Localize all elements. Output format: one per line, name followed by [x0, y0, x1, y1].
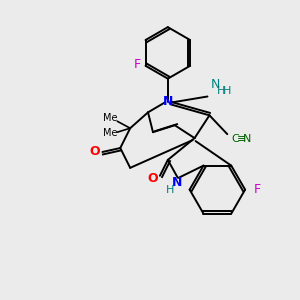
Text: N: N: [211, 78, 220, 91]
Text: F: F: [254, 183, 261, 196]
Text: N: N: [163, 95, 173, 108]
Text: Me: Me: [103, 128, 118, 138]
Text: N: N: [172, 176, 182, 189]
Text: H: H: [166, 184, 174, 195]
Text: O: O: [148, 172, 158, 185]
Text: O: O: [89, 146, 100, 158]
Text: F: F: [134, 58, 141, 71]
Text: N: N: [243, 134, 251, 144]
Text: Me: Me: [103, 113, 118, 123]
Text: H: H: [223, 85, 232, 96]
Text: C: C: [231, 134, 239, 144]
Text: ≡: ≡: [236, 134, 246, 144]
Text: H: H: [217, 85, 226, 96]
